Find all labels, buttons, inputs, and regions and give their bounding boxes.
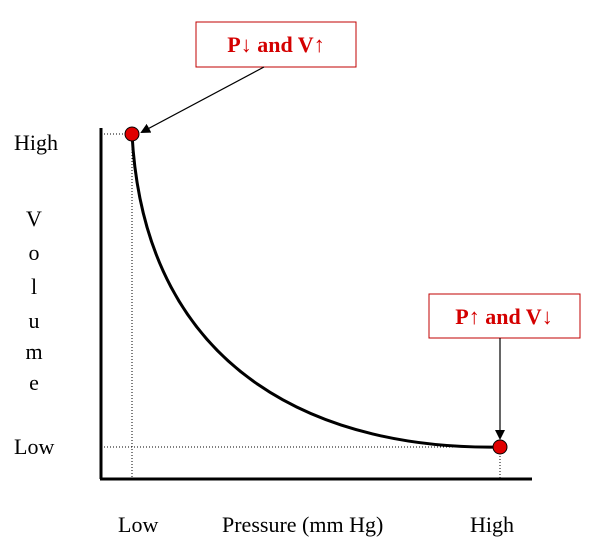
x-axis-title: Pressure (mm Hg) <box>222 512 383 537</box>
y-axis-title-letter: V <box>26 206 42 231</box>
y-axis-low-label: Low <box>14 434 54 459</box>
y-axis-high-label: High <box>14 130 58 155</box>
high-volume-point <box>124 126 140 142</box>
x-axis-low-label: Low <box>118 512 158 537</box>
y-axis-title-letter: e <box>29 370 39 395</box>
y-axis-title-letter: u <box>29 308 40 333</box>
high-pressure-point <box>492 439 508 455</box>
top-callout-arrow <box>140 66 265 133</box>
y-axis-title: V o l u m e <box>25 206 42 395</box>
y-axis-title-letter: o <box>29 240 40 265</box>
bottom-callout-text: P↑ and V↓ <box>455 304 552 329</box>
y-axis-title-letter: l <box>31 274 37 299</box>
bottom-callout-box <box>428 293 581 339</box>
y-axis-title-letter: m <box>25 339 42 364</box>
top-callout-box <box>195 21 357 68</box>
top-callout-text: P↓ and V↑ <box>227 32 324 57</box>
x-axis-high-label: High <box>470 512 514 537</box>
pressure-volume-curve <box>130 133 501 449</box>
